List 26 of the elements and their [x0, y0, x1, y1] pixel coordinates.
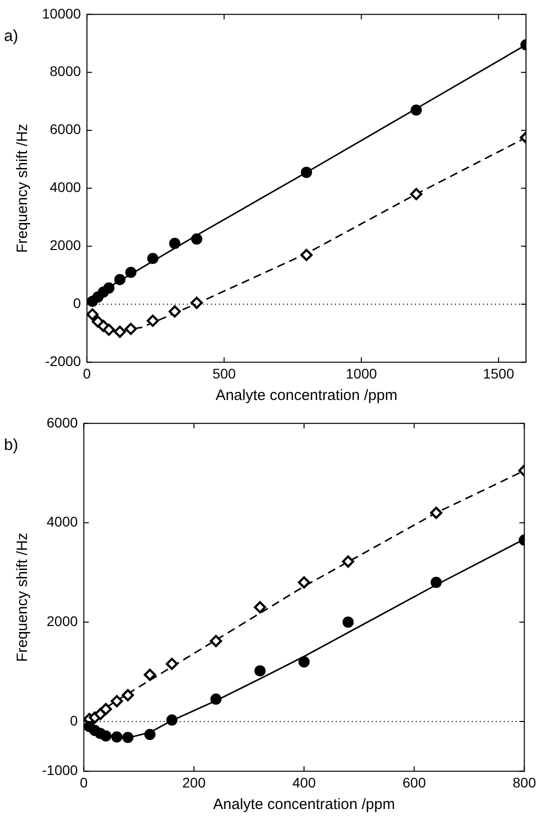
x-tick-label: 600	[402, 774, 426, 790]
x-tick-label: 1000	[346, 365, 378, 382]
x-tick-label: 1500	[482, 365, 514, 382]
y-tick-label: -2000	[45, 353, 82, 370]
x-tick-label: 400	[292, 774, 316, 790]
y-tick-label: 8000	[50, 63, 82, 80]
y-tick-label: -1000	[42, 762, 78, 778]
x-tick-label: 0	[83, 365, 92, 382]
text: b)	[4, 436, 18, 454]
y-tick-label: 4000	[50, 179, 82, 196]
x-tick-label: 500	[212, 365, 236, 382]
y-axis-title: Frequency shift /Hz	[14, 124, 32, 253]
y-tick-label: 2000	[46, 613, 78, 629]
x-tick-label: 200	[182, 774, 206, 790]
x-tick-label: 800	[512, 774, 536, 790]
y-tick-label: 6000	[50, 121, 82, 138]
x-axis-title: Analyte concentration /ppm	[213, 796, 395, 814]
text: a)	[4, 28, 18, 45]
x-axis-title: Analyte concentration /ppm	[216, 387, 398, 404]
y-axis-title: Frequency shift /Hz	[14, 532, 32, 662]
y-tick-label: 2000	[50, 237, 82, 254]
y-tick-label: 4000	[46, 514, 78, 530]
y-tick-label: 0	[70, 712, 78, 728]
y-tick-label: 0	[73, 295, 82, 312]
y-tick-label: 6000	[46, 414, 78, 430]
y-tick-label: 10000	[42, 5, 82, 22]
